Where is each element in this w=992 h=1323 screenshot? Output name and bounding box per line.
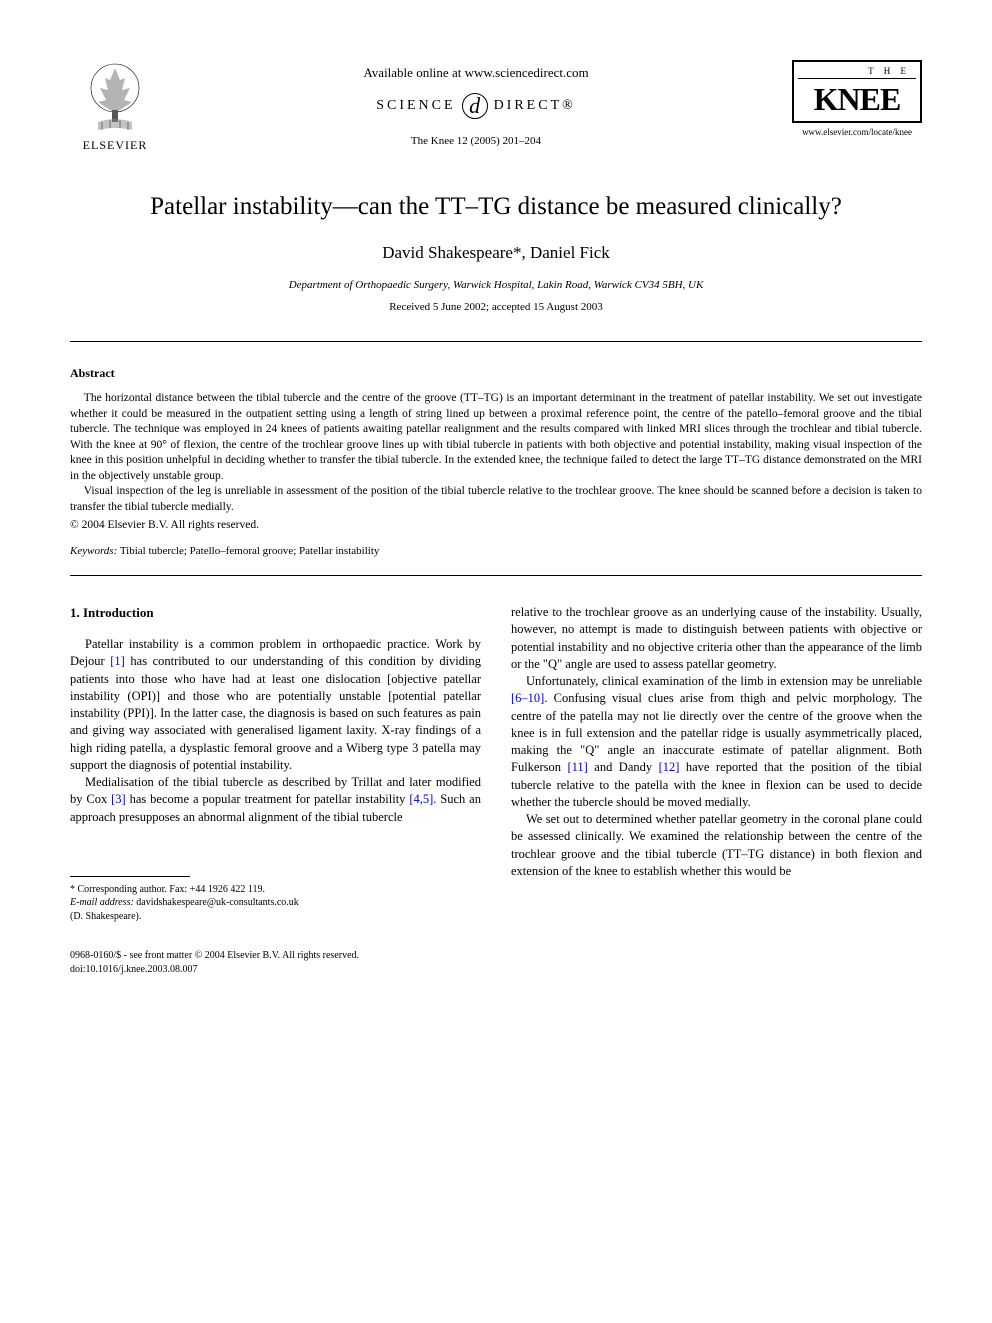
email-address: davidshakespeare@uk-consultants.co.uk bbox=[134, 897, 299, 908]
knee-the-label: T H E bbox=[798, 66, 916, 79]
citation-link[interactable]: [12] bbox=[659, 760, 680, 774]
knee-word: KNEE bbox=[798, 81, 916, 117]
text-run: has become a popular treatment for patel… bbox=[126, 792, 410, 806]
body-para: relative to the trochlear groove as an u… bbox=[511, 604, 922, 673]
abstract-section: Abstract The horizontal distance between… bbox=[70, 366, 922, 557]
elsevier-logo: ELSEVIER bbox=[70, 60, 160, 153]
abstract-para-1: The horizontal distance between the tibi… bbox=[70, 391, 922, 484]
article-dates: Received 5 June 2002; accepted 15 August… bbox=[70, 301, 922, 313]
citation-link[interactable]: [4,5] bbox=[409, 792, 433, 806]
keywords-text: Tibial tubercle; Patello–femoral groove;… bbox=[117, 545, 379, 557]
corresponding-author-footnote: * Corresponding author. Fax: +44 1926 42… bbox=[70, 883, 481, 924]
abstract-heading: Abstract bbox=[70, 366, 922, 381]
page-footer-meta: 0968-0160/$ - see front matter © 2004 El… bbox=[70, 949, 922, 976]
front-matter-line: 0968-0160/$ - see front matter © 2004 El… bbox=[70, 949, 922, 963]
citation-link[interactable]: [1] bbox=[110, 654, 125, 668]
journal-logo: T H E KNEE www.elsevier.com/locate/knee bbox=[792, 60, 922, 137]
journal-url: www.elsevier.com/locate/knee bbox=[792, 127, 922, 137]
abstract-para-2: Visual inspection of the leg is unreliab… bbox=[70, 484, 922, 515]
elsevier-tree-icon bbox=[80, 60, 150, 135]
section-heading-intro: 1. Introduction bbox=[70, 604, 481, 622]
science-direct-right: DIRECT® bbox=[494, 98, 576, 114]
elsevier-label: ELSEVIER bbox=[83, 138, 148, 153]
journal-reference: The Knee 12 (2005) 201–204 bbox=[160, 135, 792, 147]
science-direct-at-icon: d bbox=[462, 93, 488, 119]
doi-line: doi:10.1016/j.knee.2003.08.007 bbox=[70, 963, 922, 977]
center-header: Available online at www.sciencedirect.co… bbox=[160, 60, 792, 147]
science-direct-logo: SCIENCE d DIRECT® bbox=[160, 93, 792, 119]
footnote-line: * Corresponding author. Fax: +44 1926 42… bbox=[70, 883, 481, 897]
citation-link[interactable]: [6–10] bbox=[511, 691, 544, 705]
body-columns: 1. Introduction Patellar instability is … bbox=[70, 604, 922, 923]
footnote-divider bbox=[70, 876, 190, 877]
divider bbox=[70, 341, 922, 342]
keywords-line: Keywords: Tibial tubercle; Patello–femor… bbox=[70, 545, 922, 557]
keywords-label: Keywords: bbox=[70, 545, 117, 557]
footnote-who: (D. Shakespeare). bbox=[70, 910, 481, 924]
article-title: Patellar instability—can the TT–TG dista… bbox=[70, 193, 922, 221]
available-online-text: Available online at www.sciencedirect.co… bbox=[160, 65, 792, 81]
body-para: Unfortunately, clinical examination of t… bbox=[511, 673, 922, 811]
column-left: 1. Introduction Patellar instability is … bbox=[70, 604, 481, 923]
text-run: Unfortunately, clinical examination of t… bbox=[526, 674, 922, 688]
footnote-email-line: E-mail address: davidshakespeare@uk-cons… bbox=[70, 896, 481, 910]
article-affiliation: Department of Orthopaedic Surgery, Warwi… bbox=[70, 279, 922, 291]
citation-link[interactable]: [3] bbox=[111, 792, 126, 806]
abstract-copyright: © 2004 Elsevier B.V. All rights reserved… bbox=[70, 519, 922, 531]
body-para: Patellar instability is a common problem… bbox=[70, 636, 481, 774]
citation-link[interactable]: [11] bbox=[567, 760, 587, 774]
column-right: relative to the trochlear groove as an u… bbox=[511, 604, 922, 923]
knee-logo-box: T H E KNEE bbox=[792, 60, 922, 123]
text-run: and Dandy bbox=[588, 760, 659, 774]
divider bbox=[70, 575, 922, 576]
body-para: We set out to determined whether patella… bbox=[511, 811, 922, 880]
body-para: Medialisation of the tibial tubercle as … bbox=[70, 774, 481, 826]
article-authors: David Shakespeare*, Daniel Fick bbox=[70, 243, 922, 263]
science-direct-left: SCIENCE bbox=[376, 98, 455, 114]
text-run: has contributed to our understanding of … bbox=[70, 654, 481, 772]
email-label: E-mail address: bbox=[70, 897, 134, 908]
page-header: ELSEVIER Available online at www.science… bbox=[70, 60, 922, 153]
